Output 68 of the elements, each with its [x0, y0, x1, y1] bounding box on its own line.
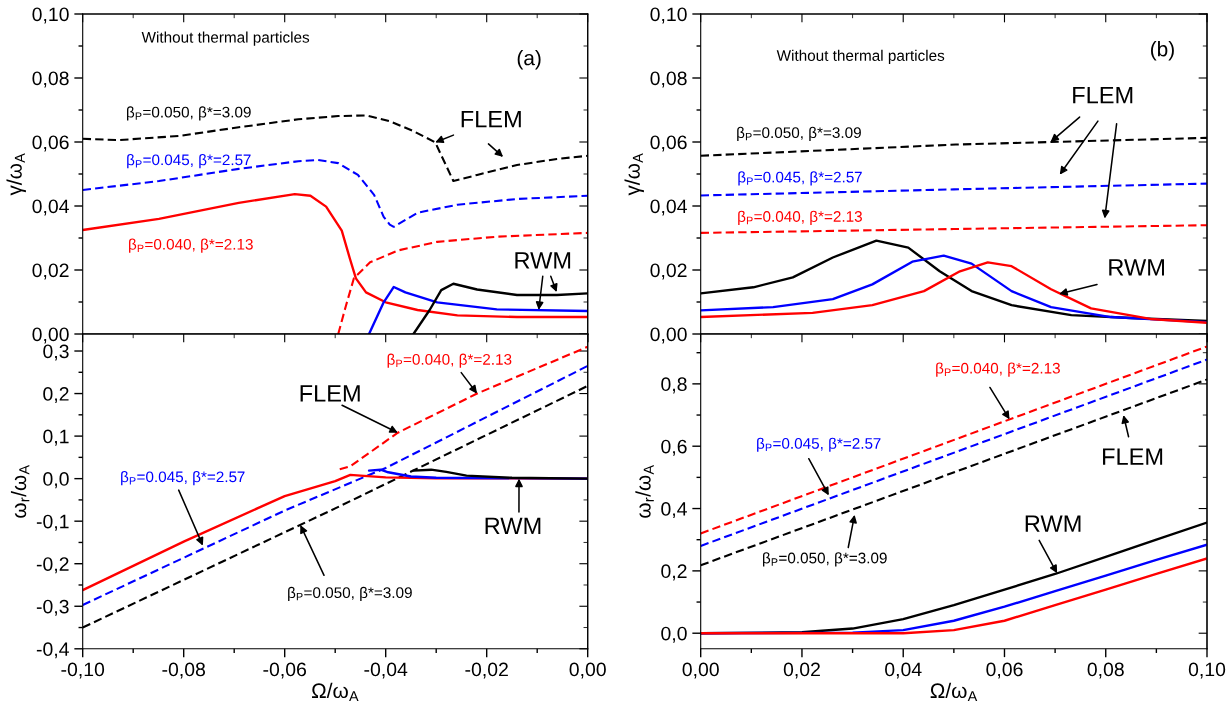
- annotation: (a): [517, 50, 541, 70]
- y-tick-label: -0,3: [36, 599, 69, 616]
- y-axis-title: ω$_{r}$/ω$_{A}$: [635, 464, 654, 518]
- y-tick-label: 0,0: [661, 626, 687, 643]
- x-tick-label: -0,10: [61, 662, 105, 679]
- x-tick-label: 0,08: [1087, 662, 1124, 679]
- annotation: RWM: [515, 252, 571, 269]
- x-tick-label: -0,06: [263, 662, 307, 679]
- y-tick-label: 0,0: [43, 472, 69, 489]
- y-tick-label: 0,2: [661, 564, 687, 581]
- x-axis-title: Ω/ω$_{A}$: [930, 682, 978, 701]
- y-axis-title: γ/ω$_{A}$: [6, 153, 26, 196]
- y-tick-label: 0,02: [650, 263, 687, 280]
- y-tick-label: -0,2: [36, 557, 69, 574]
- x-tick-label: 0,06: [986, 662, 1023, 679]
- y-tick-label: 0,04: [32, 199, 69, 216]
- y-tick-label: 0,4: [661, 502, 687, 519]
- y-tick-label: 0,00: [32, 327, 69, 344]
- x-tick-label: 0,00: [682, 662, 719, 679]
- y-tick-label: -0,1: [36, 514, 69, 531]
- annotation: Without thermal particles: [776, 49, 945, 64]
- y-tick-label: 0,8: [661, 377, 687, 394]
- annotation: RWM: [1025, 515, 1081, 532]
- annotation: β$_{P}$=0.040, β*=2.13: [738, 210, 862, 225]
- x-tick-label: 0,02: [783, 662, 820, 679]
- y-tick-label: 0,6: [661, 439, 687, 456]
- y-tick-label: 0,2: [43, 387, 69, 404]
- y-tick-label: 0,10: [650, 7, 687, 24]
- y-tick-label: 0,08: [650, 71, 687, 88]
- annotation: β$_{P}$=0.050, β*=3.09: [763, 552, 887, 567]
- x-axis-title: Ω/ω$_{A}$: [312, 682, 359, 701]
- annotation: β$_{P}$=0.040, β*=2.13: [936, 362, 1060, 377]
- annotation: β$_{P}$=0.045, β*=2.57: [121, 471, 245, 486]
- annotation: FLEM: [300, 385, 360, 402]
- x-tick-label: 0,00: [569, 662, 606, 679]
- annotation: β$_{P}$=0.040, β*=2.13: [129, 238, 253, 253]
- y-axis-title: ω$_{r}$/ω$_{A}$: [10, 464, 30, 518]
- annotation: RWM: [1109, 259, 1164, 276]
- annotation: β$_{P}$=0.045, β*=2.57: [738, 171, 862, 186]
- y-tick-label: 0,06: [650, 135, 687, 152]
- x-tick-label: -0,04: [364, 662, 408, 679]
- annotation: β$_{P}$=0.050, β*=3.09: [288, 586, 412, 602]
- annotation: RWM: [485, 517, 541, 535]
- annotation: β$_{P}$=0.050, β*=3.09: [737, 126, 861, 142]
- annotation: FLEM: [461, 111, 521, 128]
- annotation: β$_{P}$=0.045, β*=2.57: [757, 437, 881, 452]
- y-tick-label: 0,08: [32, 71, 69, 88]
- y-tick-label: 0,04: [650, 199, 687, 216]
- annotation: FLEM: [1103, 448, 1163, 465]
- x-tick-label: 0,04: [885, 662, 922, 679]
- y-tick-label: 0,06: [32, 135, 69, 152]
- annotation: (b): [1151, 41, 1174, 61]
- x-tick-label: -0,02: [465, 662, 508, 679]
- annotation: β$_{P}$=0.040, β*=2.13: [387, 353, 512, 368]
- y-tick-label: 0,1: [43, 429, 69, 446]
- y-tick-label: 0,3: [43, 344, 69, 361]
- annotation: β$_{P}$=0.045, β*=2.57: [127, 154, 251, 169]
- y-tick-label: -0,4: [36, 642, 69, 659]
- line-series: [367, 285, 588, 334]
- y-tick-label: 0,10: [32, 7, 69, 24]
- annotation: Without thermal particles: [141, 31, 310, 46]
- x-tick-label: 0,10: [1188, 662, 1226, 679]
- y-tick-label: 0,00: [650, 327, 687, 344]
- annotation: β$_{P}$=0.050, β*=3.09: [127, 106, 251, 121]
- annotation: FLEM: [1073, 87, 1133, 104]
- y-axis-title: γ/ω$_{A}$: [624, 153, 644, 196]
- y-tick-label: 0,02: [32, 263, 69, 280]
- x-tick-label: -0,08: [162, 662, 206, 679]
